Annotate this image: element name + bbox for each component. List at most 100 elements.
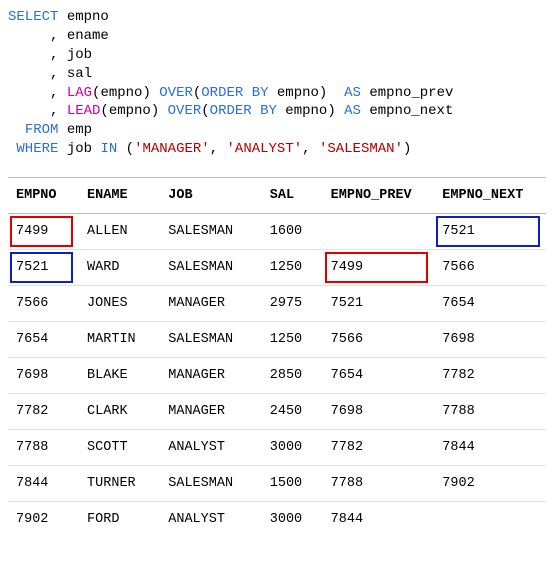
kw-where: WHERE [16, 141, 58, 157]
table-row: 7566JONESMANAGER297575217654 [8, 286, 546, 322]
th-ename: ENAME [79, 178, 160, 214]
result-table-wrapper: EMPNO ENAME JOB SAL EMPNO_PREV EMPNO_NEX… [8, 177, 546, 537]
table-row: 7698BLAKEMANAGER285076547782 [8, 358, 546, 394]
table-cell: SALESMAN [160, 322, 262, 358]
table-cell: JONES [79, 286, 160, 322]
col-3: sal [67, 66, 92, 82]
table-cell: 7782 [323, 430, 435, 466]
kw-as-1: AS [344, 85, 361, 101]
in-val-0: 'MANAGER' [134, 141, 210, 157]
table-cell: MANAGER [160, 286, 262, 322]
table-cell [323, 214, 435, 250]
lag-arg: empno [100, 85, 142, 101]
table-cell: 7654 [8, 322, 79, 358]
lead-arg: empno [109, 103, 151, 119]
table-row: 7654MARTINSALESMAN125075667698 [8, 322, 546, 358]
kw-as-2: AS [344, 103, 361, 119]
table-cell: 2450 [262, 394, 323, 430]
kw-from: FROM [25, 122, 59, 138]
table-cell: 7782 [8, 394, 79, 430]
table-cell: 7782 [434, 358, 546, 394]
table-cell: SCOTT [79, 430, 160, 466]
table-cell: 7902 [8, 502, 79, 538]
col-1: ename [67, 28, 109, 44]
highlight-box-blue [10, 252, 73, 283]
sql-code-block: SELECT empno , ename , job , sal , LAG(e… [8, 8, 546, 159]
table-cell: 7788 [8, 430, 79, 466]
th-empno: EMPNO [8, 178, 79, 214]
table-cell: 7844 [8, 466, 79, 502]
table-cell: 7844 [434, 430, 546, 466]
highlight-box-blue [436, 216, 540, 247]
highlight-box-red [10, 216, 73, 247]
table-row: 7521WARDSALESMAN125074997566 [8, 250, 546, 286]
kw-orderby-1: ORDER BY [201, 85, 268, 101]
table-cell: SALESMAN [160, 214, 262, 250]
result-tbody: 7499ALLENSALESMAN160075217521WARDSALESMA… [8, 214, 546, 538]
table-cell: 7698 [8, 358, 79, 394]
lead-alias: empno_next [369, 103, 453, 119]
table-cell: 3000 [262, 430, 323, 466]
table-cell: 1600 [262, 214, 323, 250]
kw-select: SELECT [8, 9, 58, 25]
col-2: job [67, 47, 92, 63]
table-cell: 7654 [434, 286, 546, 322]
table-cell: 7788 [434, 394, 546, 430]
table-cell: 7902 [434, 466, 546, 502]
table-cell: ALLEN [79, 214, 160, 250]
table-cell: 7844 [323, 502, 435, 538]
table-cell: 7566 [8, 286, 79, 322]
table-row: 7844TURNERSALESMAN150077887902 [8, 466, 546, 502]
th-next: EMPNO_NEXT [434, 178, 546, 214]
in-val-1: 'ANALYST' [227, 141, 303, 157]
table-cell: 7521 [8, 250, 79, 286]
table-cell: ANALYST [160, 430, 262, 466]
kw-over-1: OVER [159, 85, 193, 101]
table-cell: 7499 [323, 250, 435, 286]
table-cell: 1250 [262, 322, 323, 358]
table-cell: MANAGER [160, 394, 262, 430]
table-cell: 7566 [434, 250, 546, 286]
table-cell: CLARK [79, 394, 160, 430]
table-cell [434, 502, 546, 538]
table-cell: 7521 [434, 214, 546, 250]
where-col: job [67, 141, 92, 157]
th-prev: EMPNO_PREV [323, 178, 435, 214]
table-cell: 7698 [323, 394, 435, 430]
lead-order: empno [285, 103, 327, 119]
col-0: empno [67, 9, 109, 25]
th-job: JOB [160, 178, 262, 214]
table-cell: 7566 [323, 322, 435, 358]
table-cell: 7654 [323, 358, 435, 394]
kw-orderby-2: ORDER BY [210, 103, 277, 119]
highlight-box-red [325, 252, 429, 283]
table-cell: 7698 [434, 322, 546, 358]
table-cell: 1250 [262, 250, 323, 286]
kw-in: IN [100, 141, 117, 157]
table-cell: BLAKE [79, 358, 160, 394]
table-cell: MANAGER [160, 358, 262, 394]
table-cell: ANALYST [160, 502, 262, 538]
th-sal: SAL [262, 178, 323, 214]
fn-lead: LEAD [67, 103, 101, 119]
table-cell: TURNER [79, 466, 160, 502]
from-table: emp [67, 122, 92, 138]
table-row: 7788SCOTTANALYST300077827844 [8, 430, 546, 466]
table-cell: 3000 [262, 502, 323, 538]
table-row: 7782CLARKMANAGER245076987788 [8, 394, 546, 430]
table-cell: 2975 [262, 286, 323, 322]
table-cell: 2850 [262, 358, 323, 394]
result-table: EMPNO ENAME JOB SAL EMPNO_PREV EMPNO_NEX… [8, 177, 546, 537]
table-row: 7499ALLENSALESMAN1600 7521 [8, 214, 546, 250]
header-row: EMPNO ENAME JOB SAL EMPNO_PREV EMPNO_NEX… [8, 178, 546, 214]
table-cell: SALESMAN [160, 250, 262, 286]
kw-over-2: OVER [168, 103, 202, 119]
table-cell: 1500 [262, 466, 323, 502]
table-cell: 7499 [8, 214, 79, 250]
lag-alias: empno_prev [369, 85, 453, 101]
table-cell: WARD [79, 250, 160, 286]
table-row: 7902FORDANALYST30007844 [8, 502, 546, 538]
table-cell: 7788 [323, 466, 435, 502]
lag-order: empno [277, 85, 319, 101]
in-val-2: 'SALESMAN' [319, 141, 403, 157]
